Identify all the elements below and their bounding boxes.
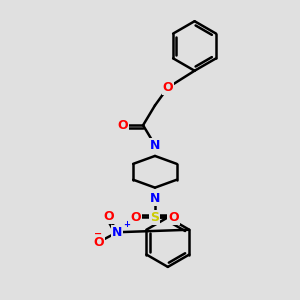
Text: N: N (112, 226, 122, 239)
Text: O: O (93, 236, 104, 249)
Text: +: + (123, 220, 130, 229)
Text: O: O (163, 81, 173, 94)
Text: S: S (151, 211, 160, 224)
Text: O: O (169, 211, 179, 224)
Text: N: N (150, 139, 160, 152)
Text: O: O (117, 119, 128, 132)
Text: −: − (94, 229, 102, 239)
Text: O: O (131, 211, 141, 224)
Text: O: O (103, 210, 114, 223)
Text: N: N (150, 192, 160, 205)
